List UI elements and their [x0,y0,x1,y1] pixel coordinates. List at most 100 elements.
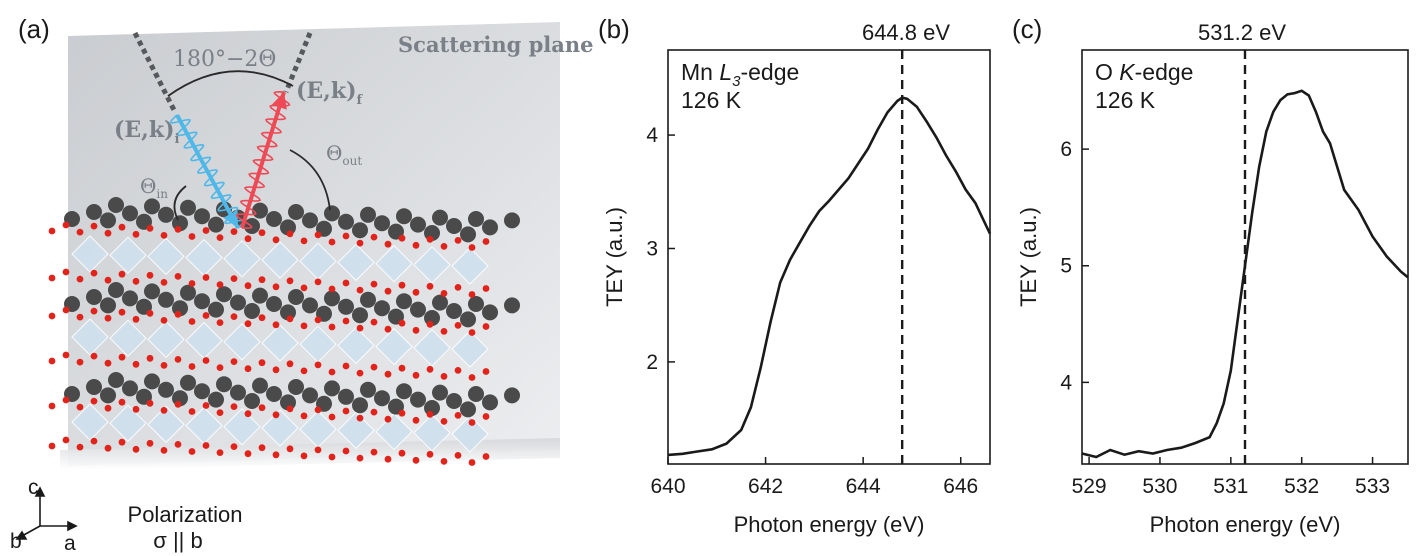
atom-dark [230,384,246,401]
atom-oxygen [426,235,434,243]
atom-oxygen [104,404,112,412]
octahedron [337,243,375,282]
atom-oxygen [90,269,98,277]
atom-oxygen [258,314,266,322]
atom-oxygen [314,231,322,239]
atom-oxygen [454,237,462,244]
chart-o-k-edge: (c) 529 530 531 532 533 4 5 6 531.2 eV O K-edge… [1012,14,1409,537]
atom-oxygen [90,437,98,445]
x-axis-label: Photon energy (eV) [734,512,925,537]
incoming-beam [169,114,246,229]
atom-oxygen [272,366,280,374]
y-axis-label: TEY (a.u.) [602,207,627,307]
x-tick-label: 642 [748,475,783,498]
atom-oxygen [454,412,462,419]
atom-oxygen [398,364,406,372]
atom-dark [432,209,448,226]
atom-oxygen [426,365,434,373]
atom-oxygen [440,418,448,425]
atom-oxygen [342,232,350,240]
atom-oxygen [230,403,238,410]
atom-dark [158,381,174,398]
atom-oxygen [328,453,336,461]
atom-oxygen [216,319,224,326]
atom-oxygen [216,409,224,416]
atom-oxygen [146,354,154,362]
atom-oxygen [286,360,294,368]
octahedron [451,330,489,368]
outgoing-k-label: (E,k)f [296,78,364,108]
atom-dark [360,291,376,308]
atom-oxygen [160,279,168,286]
atom-dark [108,372,124,388]
temperature-label: 126 K [681,87,742,113]
atom-oxygen [132,360,140,368]
temperature-label: 126 K [1095,87,1156,113]
atom-dark [158,206,174,223]
edge-title: O K-edge [1095,59,1193,85]
atom-oxygen [244,235,252,243]
atom-dark [504,212,520,229]
atom-dark [396,383,412,400]
x-tick-label: 532 [1284,475,1319,498]
atom-oxygen [482,413,490,420]
octahedron [223,323,261,361]
panel-a-label: (a) [18,14,50,44]
y-tick-label: 5 [1060,255,1072,278]
y-axis-label: TEY (a.u.) [1016,207,1041,307]
x-tick-label: 530 [1142,475,1177,498]
atom-oxygen [48,227,56,235]
atom-oxygen [174,356,182,363]
atom-oxygen [48,274,56,282]
atom-oxygen [328,413,336,421]
atom-oxygen [202,442,210,449]
atom-dark [352,222,368,239]
atom-dark [266,386,282,402]
x-axis-label: Photon energy (eV) [1150,512,1341,537]
atom-dark [180,199,196,216]
atom-oxygen [160,317,168,324]
atom-dark [482,304,498,321]
atom-oxygen [230,443,238,450]
atom-dark [244,218,260,234]
edge-title: Mn L3-edge [681,59,799,90]
atom-oxygen [132,277,140,285]
marker-label: 644.8 eV [862,20,950,45]
atom-oxygen [440,458,448,465]
atom-oxygen [132,230,140,238]
scattering-plane-label: Scattering plane [398,32,594,57]
atom-dark [374,300,390,317]
atom-oxygen [132,315,140,323]
atom-dark [460,226,476,243]
y-tick-label: 3 [646,237,658,260]
atom-oxygen [76,358,84,366]
atom-dark [302,212,318,229]
atom-dark [108,197,124,213]
atom-oxygen [244,365,252,373]
octahedron [71,318,109,356]
atom-oxygen [132,445,140,453]
beam-arrowhead [223,210,238,228]
atom-oxygen [412,371,420,379]
atom-oxygen [202,227,210,234]
atom-oxygen [62,436,70,444]
y-tick-label: 4 [646,124,658,147]
atom-oxygen [426,450,434,458]
atom-oxygen [482,453,490,460]
octahedron [71,235,109,273]
octahedron [223,408,261,446]
atom-oxygen [328,285,336,293]
atom-dark [446,218,462,234]
axis-a-label: a [64,532,76,555]
atom-oxygen [272,411,280,419]
atom-dark [482,219,498,236]
atom-oxygen [272,236,280,244]
atom-oxygen [62,306,70,314]
atom-oxygen [202,402,210,409]
atom-oxygen [258,359,266,367]
atom-dark [324,380,340,397]
atom-oxygen [370,448,378,456]
atom-oxygen [118,308,126,316]
polarization-value: σ || b [153,528,202,553]
atom-oxygen [356,239,364,247]
